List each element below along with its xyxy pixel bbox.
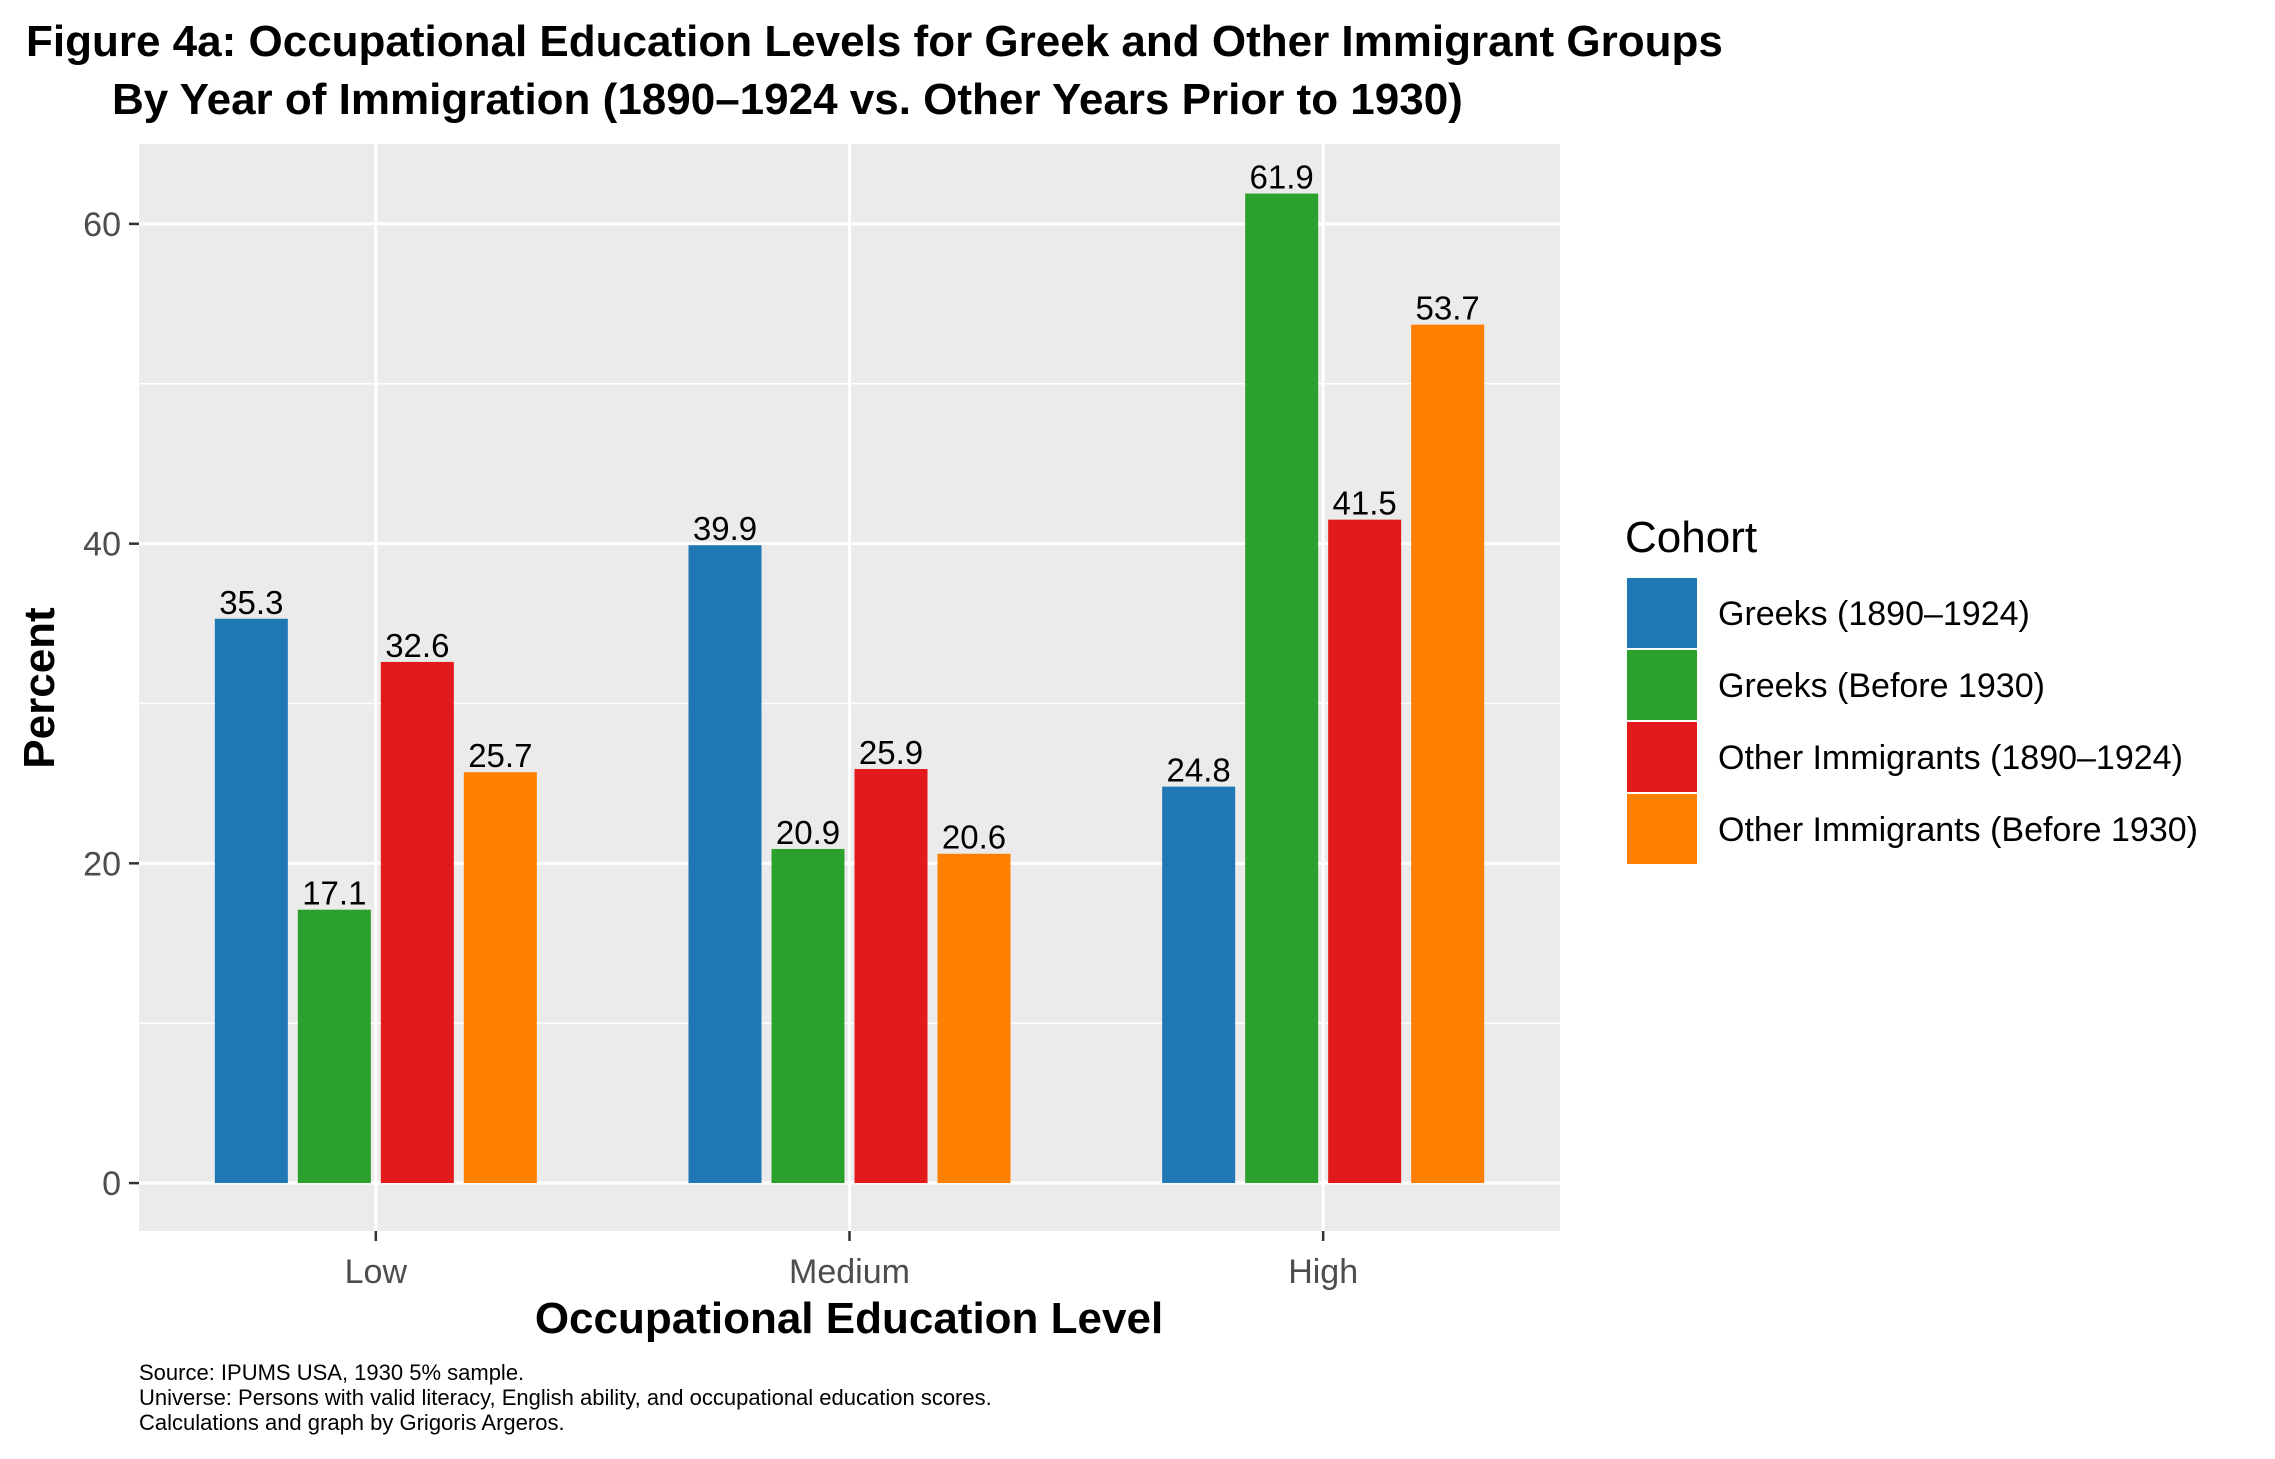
x-axis-title: Occupational Education Level xyxy=(535,1294,1163,1343)
data-label: 32.6 xyxy=(385,627,449,664)
bar xyxy=(1162,786,1236,1184)
data-label: 25.7 xyxy=(468,737,532,774)
data-label: 53.7 xyxy=(1416,290,1480,327)
legend-key xyxy=(1627,722,1697,792)
x-tick-label: Low xyxy=(345,1253,408,1291)
legend-label: Other Immigrants (Before 1930) xyxy=(1718,811,2198,849)
bar xyxy=(854,769,928,1184)
caption: Source: IPUMS USA, 1930 5% sample.Univer… xyxy=(139,1360,992,1435)
bar xyxy=(463,772,537,1184)
legend-title: Cohort xyxy=(1625,513,1757,562)
y-tick-label: 0 xyxy=(102,1165,121,1203)
bar xyxy=(688,545,762,1184)
data-label: 41.5 xyxy=(1333,485,1397,522)
caption-line: Universe: Persons with valid literacy, E… xyxy=(139,1385,992,1410)
bar xyxy=(297,909,371,1184)
legend-label: Greeks (1890–1924) xyxy=(1718,595,2030,633)
y-tick-label: 40 xyxy=(83,526,121,564)
legend-label: Other Immigrants (1890–1924) xyxy=(1718,739,2183,777)
bar xyxy=(1328,519,1402,1184)
bar xyxy=(937,853,1011,1184)
bar xyxy=(1245,193,1319,1184)
data-label: 24.8 xyxy=(1167,752,1231,789)
axis-ticks: 0 20 40 60 Low Medium High xyxy=(83,206,1358,1291)
data-label: 61.9 xyxy=(1250,159,1314,196)
data-label: 17.1 xyxy=(302,875,366,912)
data-label: 25.9 xyxy=(859,734,923,771)
chart-subtitle: By Year of Immigration (1890–1924 vs. Ot… xyxy=(112,75,1463,124)
data-label: 39.9 xyxy=(693,510,757,547)
bar xyxy=(380,661,454,1184)
legend-key xyxy=(1627,794,1697,864)
bar xyxy=(1411,324,1485,1184)
legend-key xyxy=(1627,650,1697,720)
x-tick-label: High xyxy=(1288,1253,1358,1291)
y-tick-label: 20 xyxy=(83,845,121,883)
caption-line: Source: IPUMS USA, 1930 5% sample. xyxy=(139,1360,524,1385)
bar xyxy=(214,618,288,1184)
chart-title: Figure 4a: Occupational Education Levels… xyxy=(26,17,1723,66)
y-tick-label: 60 xyxy=(83,206,121,244)
legend-key xyxy=(1627,578,1697,648)
legend-label: Greeks (Before 1930) xyxy=(1718,667,2045,705)
bar xyxy=(771,848,845,1184)
data-label: 35.3 xyxy=(219,584,283,621)
data-label: 20.9 xyxy=(776,814,840,851)
data-label: 20.6 xyxy=(942,819,1006,856)
data-labels: 35.3 39.9 24.8 17.1 20.9 61.9 32.6 25.9 41.5 25.7… xyxy=(219,159,1480,912)
legend: Cohort Greeks (1890–1924) Greeks (Before … xyxy=(1625,513,2198,864)
bars xyxy=(214,193,1485,1184)
grid-lines xyxy=(139,144,1560,1231)
y-axis-title: Percent xyxy=(15,607,64,769)
caption-line: Calculations and graph by Grigoris Arger… xyxy=(139,1410,565,1435)
x-tick-label: Medium xyxy=(789,1253,910,1291)
